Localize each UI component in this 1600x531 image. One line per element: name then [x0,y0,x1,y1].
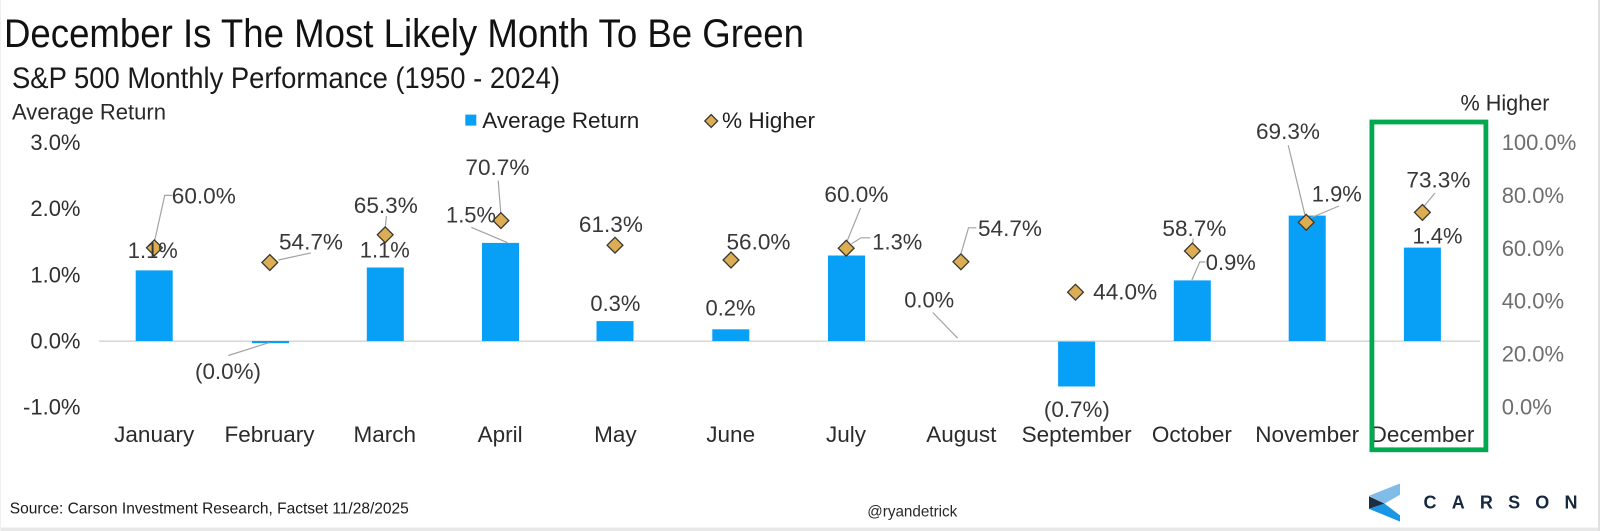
svg-text:December: December [1371,422,1475,447]
svg-text:0.0%: 0.0% [30,328,80,353]
svg-text:February: February [224,422,315,447]
svg-text:60.0%: 60.0% [824,182,888,207]
svg-text:0.0%: 0.0% [1502,395,1552,420]
svg-text:69.3%: 69.3% [1256,119,1320,144]
svg-text:(0.7%): (0.7%) [1044,397,1110,422]
svg-text:44.0%: 44.0% [1093,280,1157,305]
svg-text:Average Return: Average Return [12,100,166,125]
svg-text:1.5%: 1.5% [446,203,496,228]
svg-text:September: September [1022,422,1133,447]
svg-text:% Higher: % Higher [1461,91,1550,116]
svg-text:January: January [114,422,195,447]
svg-text:61.3%: 61.3% [579,212,643,237]
svg-text:August: August [926,422,997,447]
svg-text:1.3%: 1.3% [872,230,922,255]
svg-text:54.7%: 54.7% [279,230,343,255]
svg-text:2.0%: 2.0% [30,196,80,221]
svg-text:60.0%: 60.0% [172,184,236,209]
svg-text:1.9%: 1.9% [1312,182,1362,207]
svg-text:March: March [354,422,417,447]
svg-text:0.0%: 0.0% [904,288,954,313]
svg-text:60.0%: 60.0% [1502,236,1564,261]
svg-text:Source: Carson Investment Res: Source: Carson Investment Research, Fact… [10,501,409,518]
svg-text:65.3%: 65.3% [354,193,418,218]
svg-text:3.0%: 3.0% [30,130,80,155]
svg-text:54.7%: 54.7% [978,216,1042,241]
svg-text:May: May [594,422,637,447]
svg-text:July: July [826,422,867,447]
svg-text:1.4%: 1.4% [1413,224,1463,249]
svg-text:0.2%: 0.2% [706,296,756,321]
svg-text:80.0%: 80.0% [1502,183,1564,208]
svg-text:20.0%: 20.0% [1502,342,1564,367]
svg-text:June: June [706,422,755,447]
svg-text:1.0%: 1.0% [30,262,80,287]
svg-text:0.3%: 0.3% [590,291,640,316]
svg-text:100.0%: 100.0% [1502,130,1577,155]
svg-text:56.0%: 56.0% [727,230,791,255]
svg-text:CARSON: CARSON [1424,493,1593,513]
svg-text:November: November [1255,422,1359,447]
svg-text:40.0%: 40.0% [1502,289,1564,314]
svg-text:73.3%: 73.3% [1406,168,1470,193]
svg-text:(0.0%): (0.0%) [195,359,261,384]
svg-text:% Higher: % Higher [722,108,815,133]
svg-text:Average Return: Average Return [482,108,639,133]
svg-text:-1.0%: -1.0% [23,395,80,420]
svg-text:58.7%: 58.7% [1162,216,1226,241]
svg-text:1.1%: 1.1% [360,238,410,263]
svg-text:December Is The Most Likely Mo: December Is The Most Likely Month To Be … [4,12,804,56]
svg-text:April: April [478,422,523,447]
svg-text:@ryandetrick: @ryandetrick [867,503,958,520]
svg-text:1.1%: 1.1% [128,238,178,263]
svg-text:0.9%: 0.9% [1206,250,1256,275]
svg-text:70.7%: 70.7% [465,155,529,180]
svg-text:October: October [1152,422,1233,447]
svg-text:S&P 500 Monthly Performance (1: S&P 500 Monthly Performance (1950 - 2024… [12,62,560,95]
